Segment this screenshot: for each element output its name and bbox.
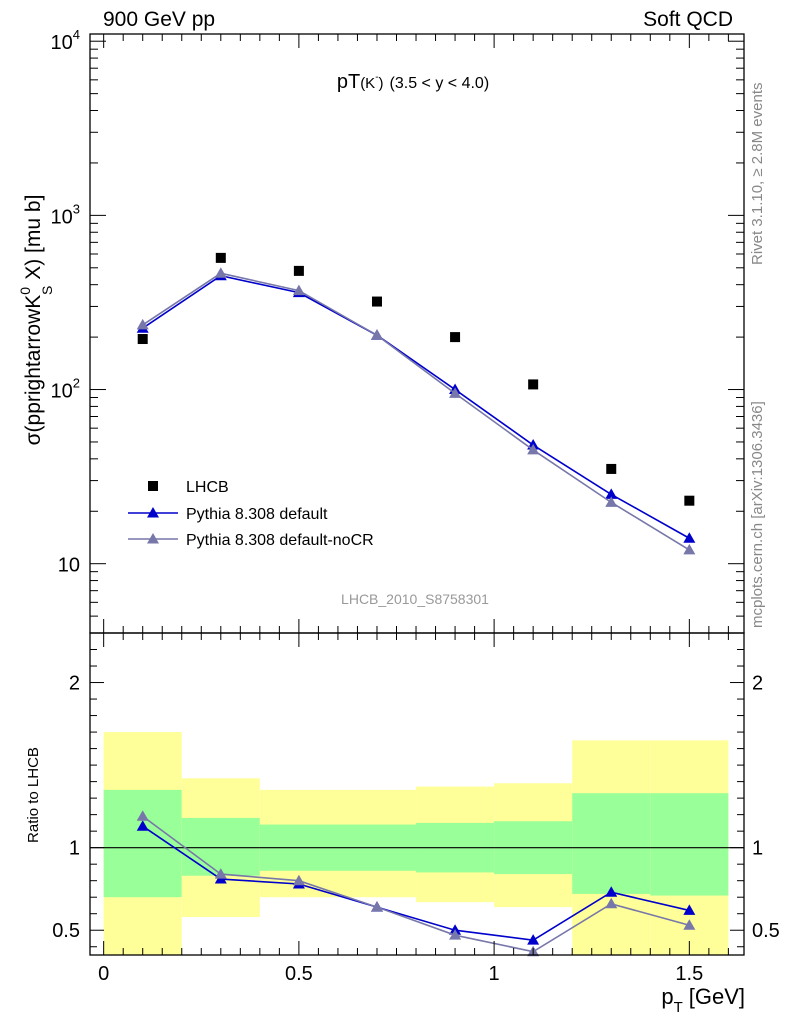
lower-ytick-label-right-1: 1 (752, 838, 763, 860)
green-band-1 (181, 817, 260, 876)
lower-plot: 0.5 0.5 1 1 2 2 0 0.5 1 1.5 (52, 632, 780, 985)
legend-marker-2 (147, 533, 159, 544)
upper-ytick-base-0: 10 (58, 555, 80, 577)
ratio-point-0-6 (605, 886, 618, 897)
data-point-5 (528, 379, 539, 390)
mc-point-2-7 (683, 543, 696, 555)
mc-point-1-7 (683, 532, 696, 543)
mc-point-2-2 (292, 284, 305, 296)
data-point-1 (215, 252, 226, 263)
x-tick-label-1: 0.5 (285, 963, 313, 985)
data-point-3 (371, 296, 382, 307)
x-label-main: p (661, 984, 673, 1009)
upper-ytick-exp-3: 4 (73, 27, 80, 42)
upper-ytick-label-3: 104 (51, 27, 80, 54)
ratio-point-0-0 (136, 820, 149, 831)
x-label-sub: T (674, 999, 683, 1016)
mc-point-2-5 (527, 443, 540, 455)
upper-y-label-post: X) [mu b] (22, 195, 45, 286)
ratio-point-1-0 (136, 810, 149, 821)
ratio-point-1-4 (449, 929, 462, 940)
plot-title-close: ) (379, 75, 384, 92)
plot-title: pT(K-) (3.5 < y < 4.0) (337, 71, 489, 93)
upper-y-axis-label: σ(pprightarrowK0 S X) [mu b] (17, 195, 55, 446)
mc-line-2 (142, 272, 690, 551)
mc-line-1 (142, 274, 690, 539)
mc-point-2-6 (605, 496, 618, 507)
legend-label-0: LHCB (186, 479, 229, 496)
legend-marker-1 (147, 507, 159, 518)
data-point-7 (684, 495, 695, 506)
plot-title-main: pT (337, 71, 360, 93)
header-right: Soft QCD (643, 8, 733, 31)
upper-y-label-sup: 0 (17, 287, 33, 295)
upper-ytick-label-1: 102 (51, 376, 80, 403)
analysis-watermark: LHCB_2010_S8758301 (341, 591, 489, 607)
x-tick-label-3: 1.5 (675, 963, 703, 985)
ratio-line-0 (142, 825, 690, 941)
upper-y-label-sub: S (39, 286, 55, 295)
upper-ytick-label-0: 10 (58, 555, 80, 577)
green-band-6 (650, 793, 729, 896)
legend-label-2: Pythia 8.308 default-noCR (186, 532, 374, 549)
ratio-point-0-7 (683, 904, 696, 915)
upper-y-label-pre: σ(pprightarrowK (22, 295, 45, 446)
ratio-line-1 (142, 815, 690, 953)
mc-point-2-4 (449, 387, 462, 398)
lower-ytick-label-left-1: 1 (69, 838, 80, 860)
legend-label-1: Pythia 8.308 default (186, 506, 328, 523)
x-tick-label-2: 1 (489, 963, 500, 985)
ratio-point-1-1 (214, 868, 227, 879)
mc-point-2-3 (370, 329, 383, 340)
lower-ytick-label-right-0: 0.5 (752, 920, 780, 942)
upper-ytick-exp-2: 3 (73, 201, 80, 216)
x-label-unit: [GeV] (689, 984, 745, 1009)
green-band-5 (572, 793, 651, 894)
data-point-4 (450, 332, 461, 343)
data-point-2 (293, 265, 304, 276)
data-point-6 (606, 463, 617, 474)
mc-point-1-6 (605, 488, 618, 499)
data-point-0 (137, 334, 148, 345)
x-tick-label-0: 0 (98, 963, 109, 985)
upper-ytick-base-2: 10 (51, 206, 73, 228)
ratio-point-1-6 (605, 897, 618, 909)
green-band-0 (103, 789, 182, 898)
lower-ytick-label-left-0: 0.5 (52, 920, 80, 942)
x-axis-label: pT [GeV] (661, 984, 745, 1016)
lower-y-axis-label: Ratio to LHCB (25, 747, 42, 843)
upper-ytick-base-1: 10 (51, 381, 73, 403)
plot-title-range: (3.5 < y < 4.0) (390, 75, 490, 92)
lower-ytick-label-left-2: 2 (69, 673, 80, 695)
ratio-point-1-3 (370, 901, 383, 912)
upper-ytick-label-2: 103 (51, 201, 80, 228)
side-label-top: Rivet 3.1.10, ≥ 2.8M events (749, 83, 766, 266)
ratio-point-0-5 (527, 934, 540, 945)
ratio-point-1-7 (683, 919, 696, 930)
mc-point-2-0 (136, 318, 149, 330)
lower-ytick-label-right-2: 2 (752, 673, 763, 695)
header-left: 900 GeV pp (103, 8, 215, 31)
mc-point-2-1 (214, 267, 227, 278)
plot-title-sub: (K (360, 75, 375, 92)
side-label-bottom: mcplots.cern.ch [arXiv:1306.3436] (749, 401, 766, 628)
upper-ytick-base-3: 10 (51, 32, 73, 54)
lower-frame (89, 632, 745, 956)
legend-marker-lhcb (148, 481, 158, 491)
ratio-point-1-2 (292, 874, 305, 886)
plot-title-sup: - (375, 72, 378, 83)
upper-ytick-exp-1: 2 (73, 376, 80, 391)
